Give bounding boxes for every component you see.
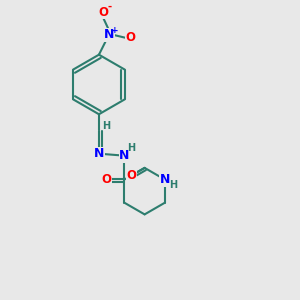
Text: +: + xyxy=(111,26,119,35)
Text: N: N xyxy=(94,148,104,160)
Text: O: O xyxy=(101,173,111,186)
Text: N: N xyxy=(104,28,114,41)
Text: N: N xyxy=(119,149,130,162)
Text: O: O xyxy=(126,31,136,44)
Text: H: H xyxy=(169,180,177,190)
Text: -: - xyxy=(107,2,112,11)
Text: O: O xyxy=(98,6,108,19)
Text: N: N xyxy=(160,173,170,186)
Text: H: H xyxy=(128,143,136,153)
Text: O: O xyxy=(126,169,136,182)
Text: H: H xyxy=(102,121,110,130)
